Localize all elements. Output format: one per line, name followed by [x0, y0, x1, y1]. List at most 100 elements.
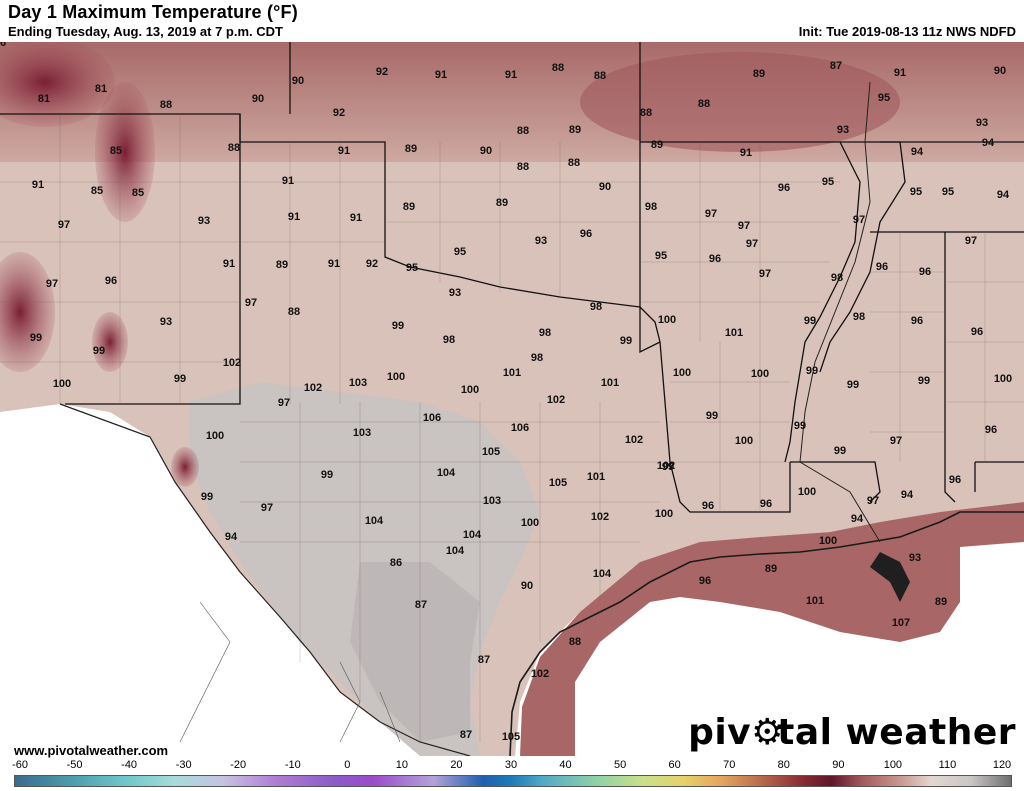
temperature-label: 88: [228, 142, 240, 154]
colorbar-tick-label: 70: [723, 759, 736, 771]
temperature-label: 99: [794, 420, 806, 432]
colorbar-ticks: -60 -50 -40 -30 -20 -10 0 10 20 30 40 50 60 70 80 90 100…: [0, 758, 1024, 774]
temperature-label: 91: [740, 147, 752, 159]
temperature-label: 98: [590, 301, 602, 313]
temperature-label: 99: [30, 332, 42, 344]
temperature-label: 96: [876, 261, 888, 273]
temperature-label: 100: [658, 314, 676, 326]
temperature-label: 99: [918, 375, 930, 387]
mountain-davis: [171, 447, 199, 487]
colorbar-tick-label: 0: [344, 759, 351, 771]
temperature-label: 100: [994, 373, 1012, 385]
site-url[interactable]: www.pivotalweather.com: [14, 743, 169, 758]
temperature-label: 97: [278, 397, 290, 409]
temperature-label: 95: [406, 262, 418, 274]
colorbar-tick-label: 10: [395, 759, 408, 771]
temperature-label: 99: [804, 315, 816, 327]
temperature-label: 99: [806, 365, 818, 377]
temperature-label: 98: [853, 311, 865, 323]
temperature-label: 100: [798, 486, 816, 498]
temperature-label: 89: [765, 563, 777, 575]
temperature-label: 95: [454, 246, 466, 258]
temperature-label: 99: [620, 335, 632, 347]
temperature-label: 97: [965, 235, 977, 247]
temperature-label: 95: [942, 186, 954, 198]
temperature-label: 89: [405, 143, 417, 155]
temperature-label: 97: [738, 220, 750, 232]
temperature-label: 89: [496, 197, 508, 209]
temperature-label: 98: [645, 201, 657, 213]
temperature-label: 101: [587, 471, 605, 483]
colorbar-tick-label: 80: [777, 759, 790, 771]
brand-text-post: tal weather: [777, 712, 1016, 753]
temperature-label: 91: [282, 175, 294, 187]
temperature-label: 96: [699, 575, 711, 587]
temperature-label: 91: [288, 211, 300, 223]
temperature-label: 89: [276, 259, 288, 271]
temperature-label: 93: [976, 117, 988, 129]
temperature-label: 92: [366, 258, 378, 270]
temperature-label: 104: [437, 467, 456, 479]
temperature-label: 100: [387, 371, 405, 383]
temperature-label: 97: [853, 214, 865, 226]
colorbar-tick-label: -60: [12, 759, 28, 771]
brand-logo[interactable]: piv⚙tal weather: [688, 712, 1016, 753]
temperature-label: 96: [0, 42, 6, 49]
temperature-label: 99: [174, 373, 186, 385]
temperature-label: 103: [349, 377, 367, 389]
temperature-label: 96: [919, 266, 931, 278]
temperature-label: 93: [535, 235, 547, 247]
temperature-label: 97: [746, 238, 758, 250]
temperature-label: 91: [894, 67, 906, 79]
temperature-label: 100: [819, 535, 837, 547]
temperature-map: 81 81 88 90 90 92 91 91 88 88 89 87 91 90 92 88 88 93 95 93…: [0, 42, 1024, 756]
temperature-label: 88: [640, 107, 652, 119]
temperature-label: 106: [511, 422, 529, 434]
temperature-label: 102: [531, 668, 549, 680]
temperature-label: 91: [338, 145, 350, 157]
temperature-label: 88: [517, 125, 529, 137]
temperature-label: 99: [321, 469, 333, 481]
temperature-label: 87: [460, 729, 472, 741]
temperature-label: 94: [982, 137, 995, 149]
temperature-label: 93: [449, 287, 461, 299]
temperature-label: 105: [502, 731, 520, 743]
temperature-label: 88: [160, 99, 172, 111]
temperature-label: 99: [201, 491, 213, 503]
temperature-label: 96: [709, 253, 721, 265]
temperature-label: 99: [834, 445, 846, 457]
county-lines: [0, 114, 1024, 742]
temperature-label: 102: [591, 511, 609, 523]
temperature-label: 87: [830, 60, 842, 72]
temperature-label: 88: [517, 161, 529, 173]
temperature-label: 105: [549, 477, 567, 489]
temperature-label: 103: [483, 495, 501, 507]
temperature-label: 97: [890, 435, 902, 447]
temperature-label: 100: [206, 430, 224, 442]
colorbar-tick-label: -40: [121, 759, 138, 771]
temperature-label: 96: [778, 182, 790, 194]
colorbar-tick-label: 120: [992, 759, 1012, 771]
colorbar-ramp: [14, 775, 1012, 787]
temperature-label: 104: [446, 545, 465, 557]
temperature-label: 92: [376, 66, 388, 78]
temperature-label: 88: [568, 157, 580, 169]
mexico-border-line: [59, 403, 471, 756]
temperature-label: 100: [521, 517, 539, 529]
temperature-label: 98: [443, 334, 455, 346]
temperature-label: 90: [292, 75, 304, 87]
temperature-label: 100: [655, 508, 673, 520]
temperature-label: 95: [822, 176, 834, 188]
temperature-label: 96: [105, 275, 117, 287]
init-time: Init: Tue 2019-08-13 11z NWS NDFD: [798, 24, 1016, 39]
temperature-label: 85: [132, 187, 144, 199]
temperature-label: 88: [594, 70, 606, 82]
temperature-label: 96: [702, 500, 714, 512]
temperature-label: 100: [751, 368, 769, 380]
temperature-label: 90: [599, 181, 611, 193]
temperature-label: 96: [911, 315, 923, 327]
valid-time: Ending Tuesday, Aug. 13, 2019 at 7 p.m. …: [8, 24, 283, 39]
temperature-label: 103: [353, 427, 371, 439]
brand-text-pre: piv: [688, 712, 752, 753]
temperature-label: 88: [569, 636, 581, 648]
